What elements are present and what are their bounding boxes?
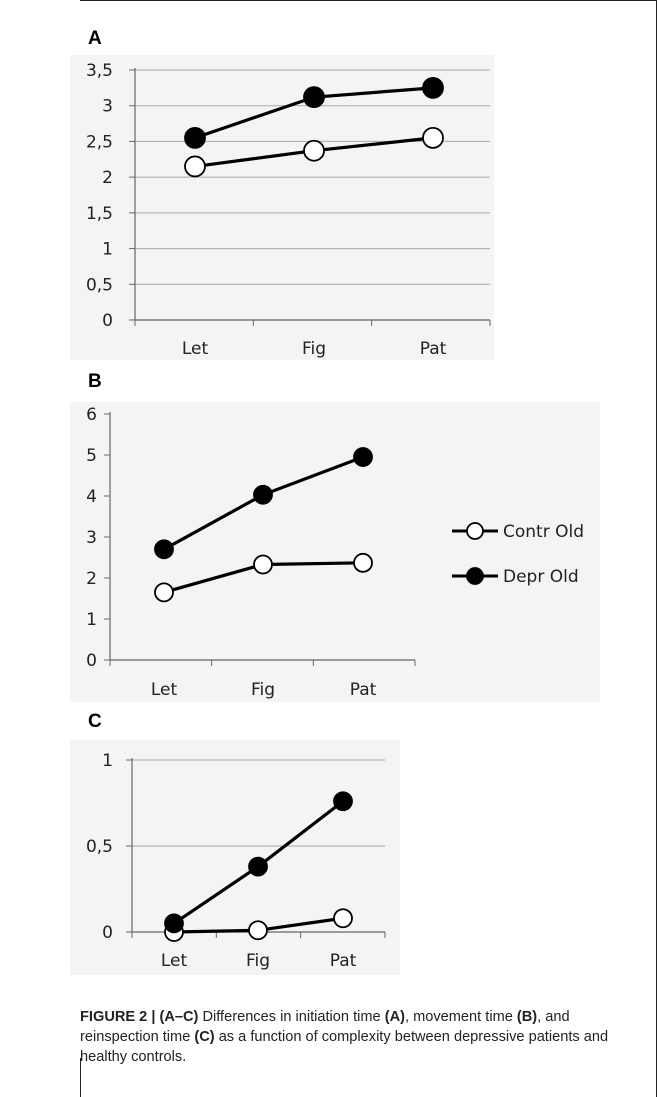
- caption-text-3: , and reinspection time: [80, 1009, 570, 1045]
- figure-caption: FIGURE 2 | (A–C) Differences in initiati…: [80, 1007, 648, 1067]
- panel-b-legend-marker: [466, 567, 484, 585]
- panel-b-y-tick-label: 3: [86, 528, 97, 548]
- panel-a-y-tick-label: 0: [102, 311, 113, 331]
- page-top-rule: [80, 0, 657, 1]
- panel-c-series-2-point: [333, 791, 353, 812]
- caption-text-2: , movement time: [404, 1009, 517, 1025]
- caption-left-rule: [80, 1058, 81, 1097]
- caption-figure-label: FIGURE 2 | (A–C): [80, 1009, 199, 1025]
- panel-a-series-2-point: [303, 86, 325, 109]
- panel-c-x-tick-label: Pat: [330, 951, 357, 971]
- caption-text-1: Differences in initiation time: [198, 1009, 385, 1025]
- panel-c-series-1-point: [248, 920, 268, 941]
- panel-b-y-tick-label: 5: [86, 446, 97, 466]
- panel-a-x-tick-label: Fig: [302, 339, 326, 359]
- panel-a-y-tick-label: 3: [102, 97, 113, 117]
- panel-b-series-1-point: [353, 552, 373, 573]
- panel-b-y-tick-label: 2: [86, 569, 97, 589]
- panel-b-y-tick-label: 4: [86, 487, 97, 507]
- panel-c-series-1-point: [333, 908, 353, 929]
- panel-c-x-tick-label: Let: [161, 951, 188, 971]
- panel-b-series-1-point: [253, 554, 273, 575]
- panel-a-series-1-point: [303, 139, 325, 162]
- panel-c-series-2-point: [164, 913, 184, 934]
- panel-a-y-tick-label: 2,5: [86, 132, 113, 152]
- panel-b-x-tick-label: Let: [151, 680, 178, 700]
- panel-a-series-1-point: [184, 155, 206, 178]
- panel-a-series-2-point: [422, 76, 444, 99]
- panel-a-x-tick-label: Pat: [420, 339, 447, 359]
- caption-ref-b: (B): [516, 1009, 538, 1025]
- panel-a-x-tick-label: Let: [182, 339, 209, 359]
- panel-c-y-tick-label: 0,5: [86, 837, 113, 857]
- panel-a-label: A: [88, 28, 102, 49]
- panel-c-label: C: [88, 711, 102, 732]
- panel-c-background: [70, 740, 400, 975]
- panel-b-series-2-point: [353, 447, 373, 467]
- panel-b-series-2-point: [154, 539, 174, 560]
- panel-c-y-tick-label: 1: [102, 751, 113, 771]
- panel-b-label: B: [88, 371, 102, 392]
- panel-a-series-1-point: [422, 126, 444, 149]
- panel-a-y-tick-label: 1,5: [86, 204, 113, 224]
- panel-a-y-tick-label: 0,5: [86, 275, 113, 295]
- panel-a-y-tick-label: 1: [102, 240, 113, 260]
- panel-b-y-tick-label: 6: [86, 405, 97, 425]
- caption-ref-c: (C): [194, 1029, 215, 1045]
- caption-ref-a: (A): [384, 1009, 405, 1025]
- panel-a-y-tick-label: 2: [102, 168, 113, 188]
- panel-b-x-tick-label: Fig: [251, 680, 275, 700]
- panel-b-legend-marker: [466, 522, 484, 540]
- panel-a-series-2-point: [184, 126, 206, 149]
- panel-c-y-tick-label: 0: [102, 923, 113, 943]
- panel-b-y-tick-label: 0: [86, 651, 97, 671]
- panel-b-series-2-point: [253, 484, 273, 505]
- panel-b-y-tick-label: 1: [86, 610, 97, 630]
- panel-a-y-tick-label: 3,5: [86, 61, 113, 81]
- panel-b-x-tick-label: Pat: [350, 680, 377, 700]
- panel-c-x-tick-label: Fig: [246, 951, 270, 971]
- figure-charts: 0 0,5 1 1,5 2 2,5 3 3,5 Let Fig Pat 0 1 2 3 4 5 6 Let Fig Pa…: [86, 61, 584, 971]
- panel-b-legend-label: Contr Old: [503, 522, 584, 542]
- panel-c-series-2-point: [248, 856, 268, 877]
- panel-b-legend-label: Depr Old: [503, 567, 579, 587]
- caption-text-4: as a function of complexity between depr…: [80, 1029, 609, 1065]
- panel-b-series-1-point: [154, 582, 174, 603]
